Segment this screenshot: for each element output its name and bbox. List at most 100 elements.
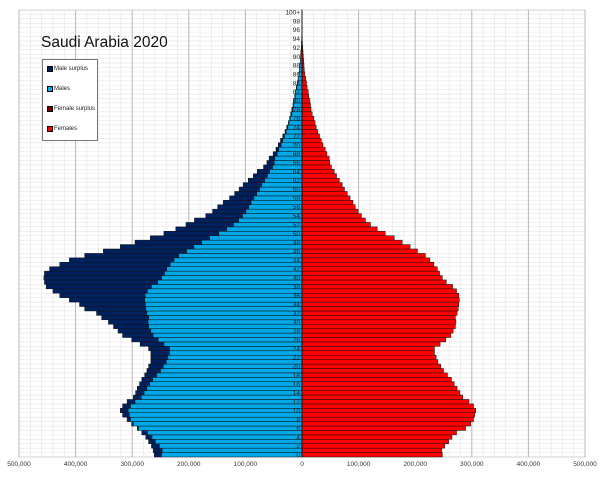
males-bar — [233, 222, 303, 228]
age-tick-label: 44 — [293, 257, 301, 264]
x-tick-label: 100,000 — [347, 461, 371, 468]
age-tick-label: 20 — [293, 364, 301, 371]
male-surplus-bar — [52, 288, 148, 294]
males-bar — [173, 257, 303, 263]
male-surplus-bar — [223, 200, 252, 205]
male-surplus-bar — [205, 213, 243, 219]
age-tick-label: 68 — [293, 151, 301, 158]
males-bar — [147, 319, 303, 325]
males-bar — [157, 279, 303, 285]
male-surplus-bar — [242, 182, 263, 188]
males-bar — [152, 377, 303, 383]
male-surplus-bar — [146, 368, 161, 374]
legend: Male surplus Males Female surplus Female… — [42, 59, 98, 141]
x-tick-label: 300,000 — [120, 461, 144, 468]
x-tick-label: 400,000 — [64, 461, 88, 468]
male-surplus-bar — [122, 332, 154, 338]
male-surplus-bar — [69, 257, 175, 263]
age-tick-label: 84 — [293, 80, 301, 87]
males-bar — [193, 244, 303, 250]
age-tick-label: 98 — [293, 18, 301, 25]
females-bar — [301, 115, 315, 121]
age-tick-label: 82 — [293, 89, 301, 96]
males-bar — [201, 239, 303, 245]
male-surplus-bar — [139, 381, 150, 387]
males-bar — [141, 394, 303, 400]
male-surplus-bar — [49, 266, 167, 272]
females-bar — [301, 226, 378, 232]
male-surplus-bar — [238, 186, 260, 192]
females-bar — [301, 452, 443, 458]
chart-title: Saudi Arabia 2020 — [41, 34, 168, 51]
age-tick-label: 2 — [296, 443, 300, 450]
females-bar — [301, 434, 453, 440]
males-bar — [138, 425, 303, 431]
females-bar — [301, 120, 316, 126]
females-bar — [301, 319, 457, 325]
females-bar — [301, 266, 438, 272]
females-bar — [301, 195, 351, 201]
females-bar — [301, 284, 453, 290]
x-tick-label: 500,000 — [573, 461, 597, 468]
male-surplus-bar — [175, 226, 227, 232]
male-surplus-bar — [131, 337, 159, 343]
males-bar — [218, 231, 303, 236]
males-bar — [164, 270, 303, 276]
age-tick-label: 32 — [293, 310, 301, 317]
females-bar — [301, 164, 332, 170]
males-bar — [209, 235, 303, 241]
females-bar — [301, 315, 456, 321]
male-surplus-bar — [163, 231, 220, 236]
females-bar — [301, 231, 386, 236]
females-bar — [301, 381, 455, 387]
age-tick-label: 60 — [293, 187, 301, 194]
females-bar — [301, 377, 452, 383]
age-tick-label: 94 — [293, 36, 301, 43]
females-bar — [301, 200, 354, 205]
males-bar — [163, 341, 303, 347]
females-bar — [301, 332, 452, 338]
females-bar — [301, 76, 306, 82]
female-surplus-swatch — [47, 106, 53, 112]
male-surplus-bar — [150, 350, 170, 356]
male-surplus-bar — [108, 319, 149, 325]
male-surplus-bar — [113, 323, 149, 329]
males-bar — [148, 323, 303, 329]
male-surplus-bar — [59, 262, 171, 267]
male-surplus-bar — [84, 253, 179, 259]
male-surplus-bar — [268, 155, 276, 161]
females-bar — [301, 279, 447, 285]
male-surplus-bar — [247, 177, 265, 183]
females-bar — [301, 346, 435, 352]
male-surplus-bar — [148, 439, 156, 444]
male-surplus-bar — [84, 306, 147, 312]
females-bar — [301, 412, 475, 418]
male-surplus-bar — [144, 372, 157, 378]
age-tick-label: 24 — [293, 346, 301, 353]
male-surplus-bar — [120, 408, 129, 413]
females-bar — [301, 394, 463, 400]
males-bar — [169, 346, 303, 352]
females-bar — [301, 416, 474, 422]
age-tick-label: 30 — [293, 319, 301, 326]
females-bar — [301, 222, 371, 228]
males-bar — [178, 253, 303, 259]
females-bar — [301, 186, 345, 192]
females-bar — [301, 191, 348, 197]
females-bar — [301, 297, 460, 303]
legend-label: Female surplus — [54, 106, 96, 112]
males-bar — [156, 372, 303, 378]
females-bar — [301, 354, 437, 360]
male-surplus-bar — [44, 279, 158, 285]
age-tick-label: 26 — [293, 337, 301, 344]
males-bar — [143, 390, 303, 396]
age-tick-label: 28 — [293, 328, 301, 335]
male-surplus-bar — [79, 301, 146, 307]
age-tick-label: 0 — [296, 452, 300, 459]
x-tick-label: 200,000 — [403, 461, 427, 468]
male-surplus-bar — [133, 394, 142, 400]
males-bar — [157, 337, 303, 343]
age-tick-label: 14 — [293, 390, 301, 397]
x-tick-label: 500,000 — [7, 461, 31, 468]
x-tick-label: 300,000 — [460, 461, 484, 468]
